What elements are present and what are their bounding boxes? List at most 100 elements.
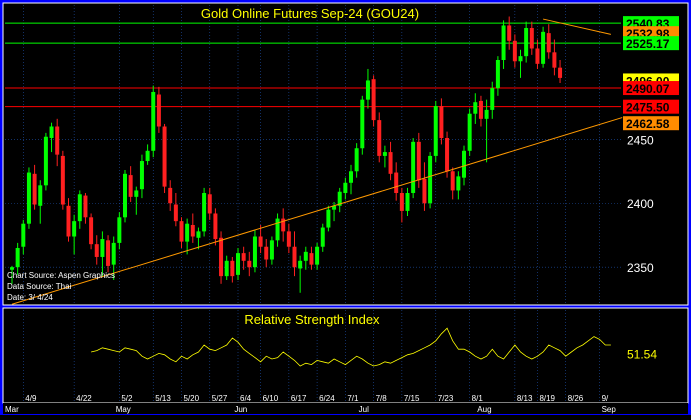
candle-body-66 bbox=[382, 152, 387, 156]
candle-body-29 bbox=[173, 204, 178, 222]
candle-body-21 bbox=[128, 175, 133, 197]
candle-body-32 bbox=[190, 224, 195, 237]
candle-body-92 bbox=[529, 28, 534, 49]
candlesticks bbox=[10, 16, 563, 293]
candle-body-87 bbox=[501, 25, 506, 60]
month-label: Jul bbox=[359, 405, 369, 414]
candle-body-33 bbox=[196, 231, 201, 238]
candle-body-96 bbox=[552, 52, 557, 68]
candle-body-91 bbox=[524, 28, 529, 57]
candle-body-58 bbox=[337, 191, 342, 206]
date-tick-label: 8/26 bbox=[568, 394, 584, 403]
price-label-5: 2475.50 bbox=[626, 101, 670, 115]
candle-body-44 bbox=[258, 236, 263, 247]
rsi-title: Relative Strength Index bbox=[244, 312, 380, 327]
candle-body-40 bbox=[236, 253, 240, 275]
candle-body-6 bbox=[43, 136, 48, 186]
month-label: Mar bbox=[5, 405, 19, 414]
candle-body-46 bbox=[269, 240, 274, 260]
month-label: Jun bbox=[234, 405, 247, 414]
candle-body-79 bbox=[456, 176, 461, 191]
candle-body-22 bbox=[134, 190, 139, 197]
candle-body-60 bbox=[349, 171, 353, 183]
rsi-value-box bbox=[623, 346, 653, 361]
price-label-2: 2525.17 bbox=[626, 37, 670, 51]
candle-body-73 bbox=[422, 178, 427, 204]
date-tick-label: 7/23 bbox=[438, 394, 454, 403]
price-label-box-6 bbox=[623, 116, 679, 131]
candle-body-38 bbox=[224, 260, 229, 277]
candle-body-95 bbox=[546, 33, 551, 53]
candle-body-8 bbox=[55, 126, 60, 155]
price-label-6: 2462.58 bbox=[626, 117, 670, 131]
candle-body-59 bbox=[343, 182, 348, 194]
candle-body-74 bbox=[428, 155, 433, 204]
candle-body-37 bbox=[219, 237, 224, 277]
date-tick-label: 5/20 bbox=[184, 394, 200, 403]
date-tick-label: 6/17 bbox=[291, 394, 307, 403]
candle-body-63 bbox=[365, 80, 370, 100]
candle-body-18 bbox=[111, 242, 116, 265]
candle-body-27 bbox=[162, 126, 167, 187]
price-tick-label: 2350 bbox=[627, 261, 654, 275]
candle-body-94 bbox=[541, 31, 546, 64]
candle-body-25 bbox=[151, 91, 156, 151]
price-tick-label: 2400 bbox=[627, 197, 654, 211]
date-tick-label: 7/15 bbox=[404, 394, 420, 403]
candle-body-16 bbox=[100, 239, 105, 257]
source-line-3: Date: 3/ 4/24 bbox=[7, 293, 53, 302]
date-tick-label: 6/10 bbox=[263, 394, 279, 403]
candle-body-56 bbox=[326, 209, 331, 228]
candle-body-89 bbox=[512, 40, 517, 62]
candle-body-52 bbox=[303, 251, 308, 261]
candle-body-10 bbox=[66, 205, 71, 237]
candle-body-84 bbox=[484, 109, 489, 119]
candle-body-20 bbox=[123, 173, 127, 218]
date-tick-label: 5/13 bbox=[155, 394, 171, 403]
candle-body-19 bbox=[117, 217, 122, 243]
candle-body-78 bbox=[450, 171, 455, 191]
candle-body-61 bbox=[354, 148, 359, 172]
candle-body-85 bbox=[490, 88, 495, 110]
candle-body-45 bbox=[264, 246, 269, 260]
price-label-box-2 bbox=[623, 36, 679, 51]
candle-body-17 bbox=[106, 240, 111, 266]
price-label-box-4 bbox=[623, 81, 679, 96]
candle-body-36 bbox=[213, 213, 218, 240]
candle-body-82 bbox=[473, 102, 478, 114]
candle-body-15 bbox=[94, 244, 99, 257]
candle-body-34 bbox=[202, 193, 207, 232]
candle-body-67 bbox=[388, 152, 393, 174]
axis-ticks: 2350 2400 2450 4/9 4/22 5/2 5/13 5/20 5/27 6/4 6/1… bbox=[5, 133, 654, 414]
date-tick-label: 8/19 bbox=[539, 394, 555, 403]
date-tick-label: 4/9 bbox=[25, 394, 37, 403]
candle-body-3 bbox=[26, 172, 31, 224]
candle-body-83 bbox=[478, 100, 483, 119]
candle-body-76 bbox=[439, 106, 444, 139]
candle-body-90 bbox=[518, 56, 523, 62]
month-label: Sep bbox=[602, 405, 617, 414]
date-tick-label: 6/4 bbox=[240, 394, 252, 403]
candle-body-49 bbox=[286, 231, 291, 247]
candle-body-5 bbox=[38, 185, 43, 206]
candle-body-71 bbox=[411, 141, 416, 194]
support-resistance-lines bbox=[5, 22, 621, 108]
price-labels: 2540.832532.982525.172496.002490.072475.… bbox=[623, 16, 679, 131]
candle-body-64 bbox=[371, 79, 376, 121]
month-label: Aug bbox=[477, 405, 491, 414]
candle-body-41 bbox=[241, 253, 246, 261]
source-line-1: Chart Source: Aspen Graphics bbox=[7, 271, 115, 280]
candle-body-69 bbox=[399, 193, 404, 211]
candle-body-57 bbox=[332, 205, 337, 210]
candle-body-11 bbox=[72, 221, 77, 237]
candle-body-48 bbox=[281, 218, 286, 232]
candle-body-54 bbox=[315, 246, 320, 265]
candle-body-4 bbox=[32, 173, 37, 205]
candle-body-75 bbox=[433, 106, 438, 156]
date-tick-label: 9/ bbox=[602, 394, 609, 403]
candle-body-53 bbox=[309, 253, 314, 265]
rsi-line bbox=[91, 327, 611, 367]
candle-body-65 bbox=[377, 120, 382, 156]
trendline-1 bbox=[542, 18, 612, 35]
month-label: May bbox=[116, 405, 131, 414]
